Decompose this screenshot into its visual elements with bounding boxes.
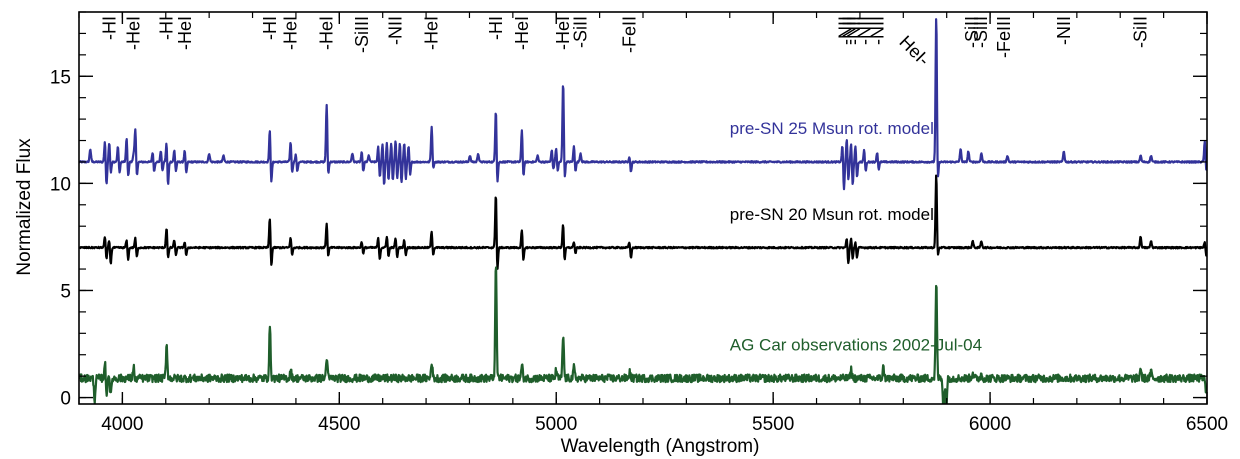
line-id-label-20: -NII [867,16,887,45]
x-tick-label: 5500 [752,414,794,435]
line-id-label-16: -NII [836,16,856,45]
series-label-1: pre-SN 25 Msun rot. model [730,119,934,138]
line-id-label-5: -HI [260,16,280,40]
x-tick-label: 4500 [318,414,360,435]
line-id-label-1: -HI [99,16,119,40]
line-id-label-21: -SiII [962,16,982,48]
series-label-2: pre-SN 20 Msun rot. model [730,205,934,224]
x-axis-title: Wavelength (Angstrom) [561,436,760,457]
line-id-label-4: -HeI [175,16,195,50]
series-line-2 [79,174,1207,270]
y-tick-label: 0 [60,389,71,410]
series-line-3 [79,266,1207,404]
line-id-label-14: -SiII [571,16,591,48]
axes-layer: 4000 4500 5000 5500 6000 6500 0 5 10 15 [50,11,1228,435]
line-id-label-3: -HI [157,16,177,40]
line-id-label-19: -NII [854,16,874,45]
line-id-label-8: -SiIII [352,16,372,53]
labels-layer: Wavelength (Angstrom) Normalized Flux [14,138,759,457]
line-id-label-9: -NII [386,16,406,45]
series-layer: pre-SN 25 Msun rot. model pre-SN 20 Msun … [79,18,1207,404]
plot-frame [78,11,1208,405]
line-id-label-13: -HeI [553,16,573,50]
line-id-label-23: -FeIII [994,16,1014,58]
line-id-label-24: -NII [1054,16,1074,45]
line-id-label-6: -HeI [281,16,301,50]
line-id-label-12: -HeI [512,16,532,50]
y-tick-label: 5 [60,281,71,302]
line-id-label-7: -HeI [317,16,337,50]
line-id-label-15: -FeII [620,16,640,53]
line-id-label-22: -SiII [971,16,991,48]
y-tick-label: 15 [50,67,71,88]
x-tick-label: 6000 [969,414,1011,435]
y-axis-title: Normalized Flux [14,138,35,276]
line-id-label-17: -NII [840,16,860,45]
line-id-label-25: -SiII [1131,16,1151,48]
line-id-label-10: -HeI [422,16,442,50]
x-tick-label: 6500 [1186,414,1228,435]
line-id-label-2: -HeI [124,16,144,50]
series-label-3: AG Car observations 2002-Jul-04 [730,335,982,354]
x-tick-label: 4000 [101,414,143,435]
x-tick-label: 5000 [535,414,577,435]
line-id-label-18: -NII [844,16,864,45]
line-id-label-11: -HI [486,16,506,40]
line-id-layer: -HI -HeI -HI-HeI -HI -HeI -HeI -SiIII -NII -HeI -… [99,16,1150,70]
line-id-label-hei-rotated: HeI- [895,32,933,70]
y-tick-label: 10 [50,174,71,195]
series-line-1 [79,18,1207,191]
